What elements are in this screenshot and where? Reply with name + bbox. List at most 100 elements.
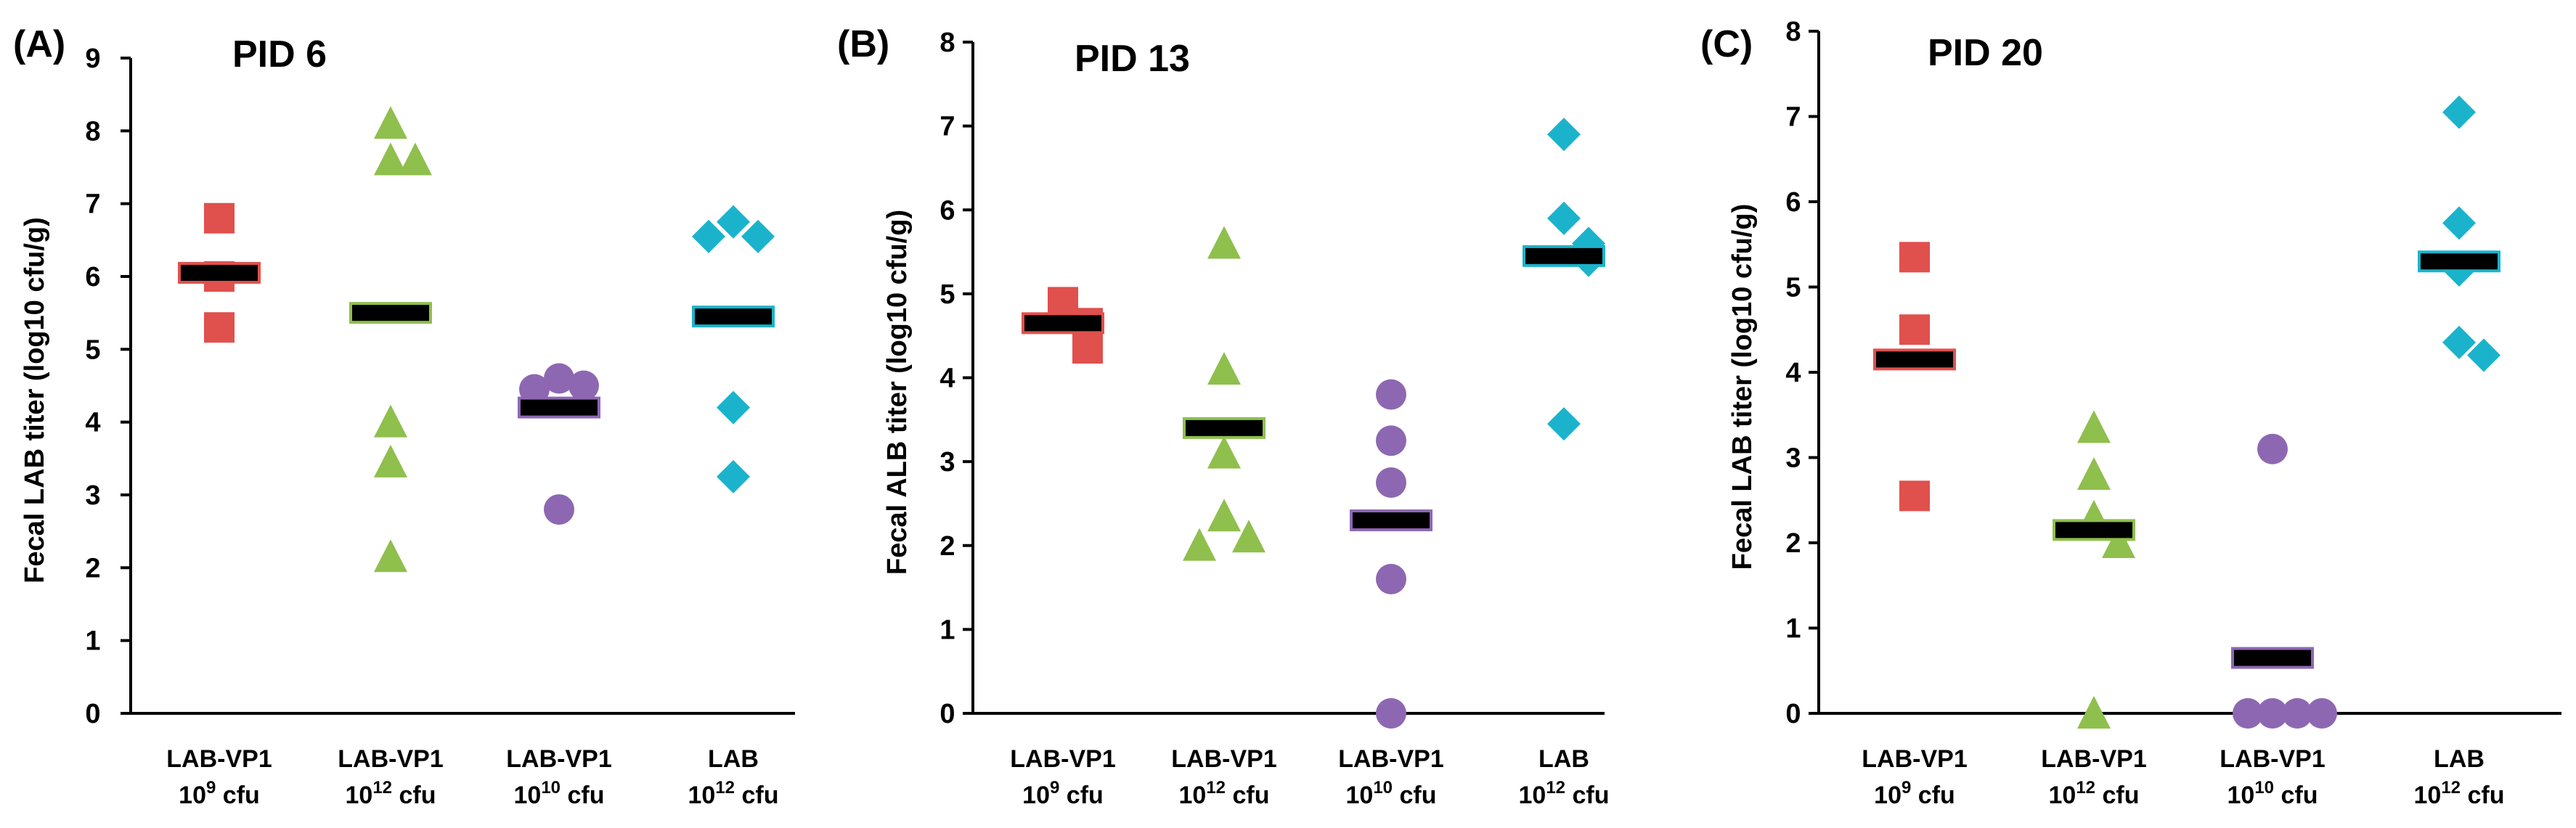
mean-bar xyxy=(692,306,775,328)
group-1: LAB-VP1 109 cfu xyxy=(166,202,272,809)
y-tick-label: 8 xyxy=(85,116,100,147)
group-4: LAB 1012 cfu xyxy=(688,205,778,809)
category-dose-label: 109 cfu xyxy=(1874,778,1955,809)
y-tick-label: 5 xyxy=(85,335,100,365)
category-dose-label: 1012 cfu xyxy=(2414,778,2505,809)
data-point xyxy=(2077,410,2111,443)
y-tick-label: 1 xyxy=(939,615,955,645)
y-tick-label: 0 xyxy=(939,699,955,729)
panel-title: PID 20 xyxy=(1928,32,2043,74)
data-point xyxy=(717,459,750,493)
data-point xyxy=(544,363,574,394)
category-label: LAB xyxy=(708,745,759,773)
category-label: LAB-VP1 xyxy=(2220,745,2325,773)
data-point xyxy=(1376,467,1406,499)
y-axis-label: Fecal LAB titer (log10 cfu/g) xyxy=(20,217,50,583)
data-point xyxy=(2257,433,2288,464)
category-label: LAB-VP1 xyxy=(166,745,272,773)
data-point xyxy=(2077,457,2111,490)
data-point xyxy=(1547,407,1581,441)
y-tick-label: 3 xyxy=(1785,443,1801,474)
panel-title: PID 6 xyxy=(232,33,327,75)
y-tick-label: 6 xyxy=(85,262,100,292)
data-point xyxy=(2233,698,2263,729)
y-tick-label: 2 xyxy=(85,553,100,583)
data-point xyxy=(204,312,235,343)
mean-bar xyxy=(1183,417,1265,439)
y-tick-label: 2 xyxy=(939,531,955,562)
mean-bar xyxy=(2418,250,2500,273)
category-dose-label: 1012 cfu xyxy=(2049,778,2140,809)
data-point xyxy=(1207,351,1241,385)
data-point xyxy=(2257,698,2288,729)
category-label: LAB-VP1 xyxy=(1862,745,1967,773)
y-tick-label: 6 xyxy=(1785,187,1801,218)
y-tick-label: 0 xyxy=(85,699,100,729)
data-point xyxy=(1183,528,1216,561)
group-4: LAB 1012 cfu xyxy=(1519,118,1609,809)
data-point xyxy=(1232,520,1265,553)
group-2: LAB-VP1 1012 cfu xyxy=(338,106,444,809)
category-label: LAB-VP1 xyxy=(338,745,443,773)
y-tick-label: 0 xyxy=(1785,699,1801,729)
data-point xyxy=(1207,499,1241,532)
data-point xyxy=(2442,95,2476,129)
group-3: LAB-VP1 1010 cfu xyxy=(506,363,612,809)
y-tick-label: 7 xyxy=(1785,102,1801,133)
y-tick-label: 1 xyxy=(1785,614,1801,644)
data-point xyxy=(1899,480,1930,512)
mean-bar xyxy=(349,302,432,324)
data-point xyxy=(1072,333,1103,364)
data-point xyxy=(568,370,599,401)
group-3: LAB-VP1 1010 cfu xyxy=(2220,433,2337,809)
data-point xyxy=(374,539,407,573)
group-4: LAB 1012 cfu xyxy=(2414,95,2505,809)
panel-letter: (A) xyxy=(13,23,65,65)
y-tick-label: 3 xyxy=(85,480,100,511)
panel-3: (C) PID 20 0 1 2 3 4 5 6 7 8 Fecal LAB titer (log10… xyxy=(1700,17,2561,809)
data-point xyxy=(1207,435,1241,469)
y-tick-label: 7 xyxy=(939,112,955,142)
data-point xyxy=(2307,698,2337,729)
data-point xyxy=(2102,525,2135,558)
data-point xyxy=(692,219,725,253)
data-point xyxy=(204,202,235,234)
category-label: LAB-VP1 xyxy=(1338,745,1443,773)
group-1: LAB-VP1 109 cfu xyxy=(1862,242,1968,809)
y-tick-label: 2 xyxy=(1785,528,1801,559)
mean-bar xyxy=(1350,509,1432,532)
category-dose-label: 1012 cfu xyxy=(346,778,436,809)
data-point xyxy=(1376,379,1406,410)
group-2: LAB-VP1 1012 cfu xyxy=(1171,226,1277,809)
category-dose-label: 1010 cfu xyxy=(1346,778,1437,809)
mean-bar xyxy=(2231,647,2314,669)
data-point xyxy=(2442,206,2476,240)
y-tick-label: 1 xyxy=(85,626,100,657)
y-tick-label: 3 xyxy=(939,447,955,477)
mean-bar xyxy=(1873,348,1956,371)
y-tick-label: 9 xyxy=(85,44,100,74)
y-tick-label: 4 xyxy=(1785,358,1801,388)
data-point xyxy=(1547,118,1581,152)
panel-letter: (C) xyxy=(1700,23,1753,65)
data-point xyxy=(1376,564,1406,594)
data-point xyxy=(374,404,407,438)
y-axis-label: Fecal LAB titer (log10 cfu/g) xyxy=(1727,204,1758,570)
data-point xyxy=(2077,696,2111,729)
data-point xyxy=(374,106,407,139)
category-dose-label: 1010 cfu xyxy=(2227,778,2318,809)
mean-bar xyxy=(2053,519,2135,541)
data-point xyxy=(717,205,750,239)
category-dose-label: 1012 cfu xyxy=(1179,778,1270,809)
category-dose-label: 109 cfu xyxy=(179,778,260,809)
panel-title: PID 13 xyxy=(1075,38,1190,80)
data-point xyxy=(399,142,432,176)
y-tick-label: 5 xyxy=(1785,273,1801,303)
y-tick-label: 8 xyxy=(1785,17,1801,47)
y-tick-label: 4 xyxy=(939,364,955,394)
data-point xyxy=(741,219,775,253)
y-tick-label: 8 xyxy=(939,28,955,58)
panel-1: (A) PID 6 0 1 2 3 4 5 6 7 8 9 Fecal LAB titer (log10… xyxy=(13,23,795,809)
mean-bar xyxy=(1022,312,1104,335)
